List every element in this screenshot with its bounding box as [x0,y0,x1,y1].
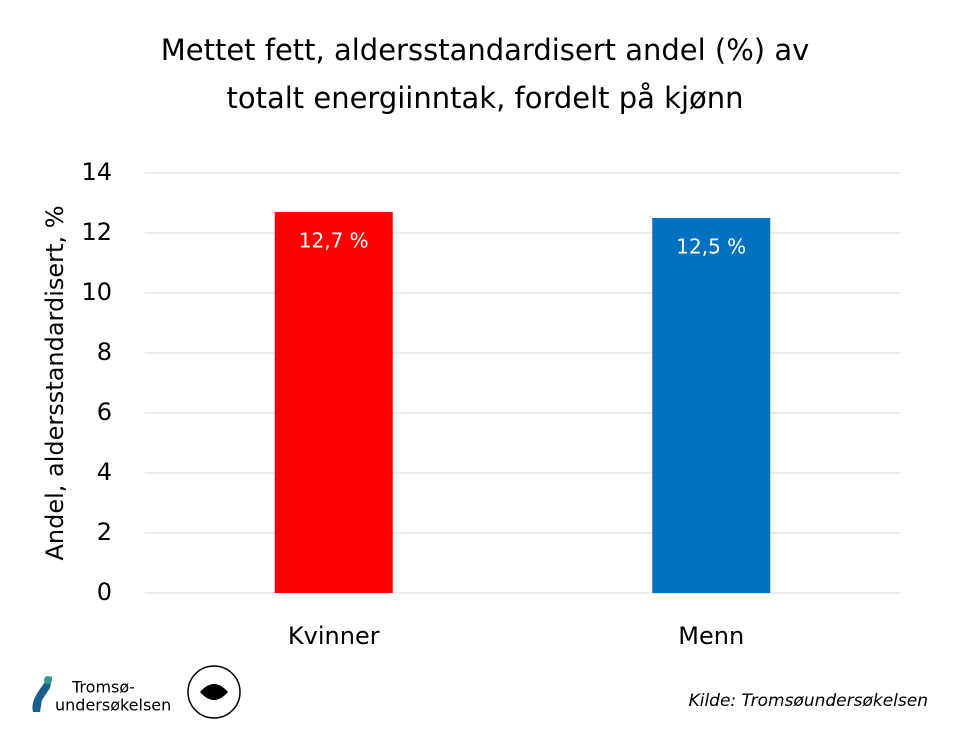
y-axis-label: Andel, aldersstandardisert, % [41,205,69,560]
y-tick-label: 4 [97,458,112,486]
y-tick-label: 14 [81,158,112,186]
y-tick-label: 8 [97,338,112,366]
x-tick-label: Kvinner [288,622,380,650]
y-tick-label: 10 [81,278,112,306]
university-logo [200,684,228,700]
y-tick-label: 2 [97,518,112,546]
chart-title: totalt energiinntak, fordelt på kjønn [226,81,743,115]
data-label: 12,5 % [676,235,746,259]
data-label: 12,7 % [299,229,369,253]
bar [652,218,771,593]
chart-title: Mettet fett, aldersstandardisert andel (… [161,33,810,67]
bar [274,212,393,593]
y-tick-label: 6 [97,398,112,426]
logo: Tromsø- undersøkelsen [32,665,241,719]
logo-icon [44,676,52,684]
y-tick-label: 12 [81,218,112,246]
x-tick-label: Menn [678,622,744,650]
logo-text: undersøkelsen [55,696,171,715]
university-logo [187,665,241,719]
y-tick-label: 0 [97,578,112,606]
logo-icon [32,676,52,712]
logo-text: Tromsø- [71,678,135,697]
source-note: Kilde: Tromsøundersøkelsen [689,691,928,711]
